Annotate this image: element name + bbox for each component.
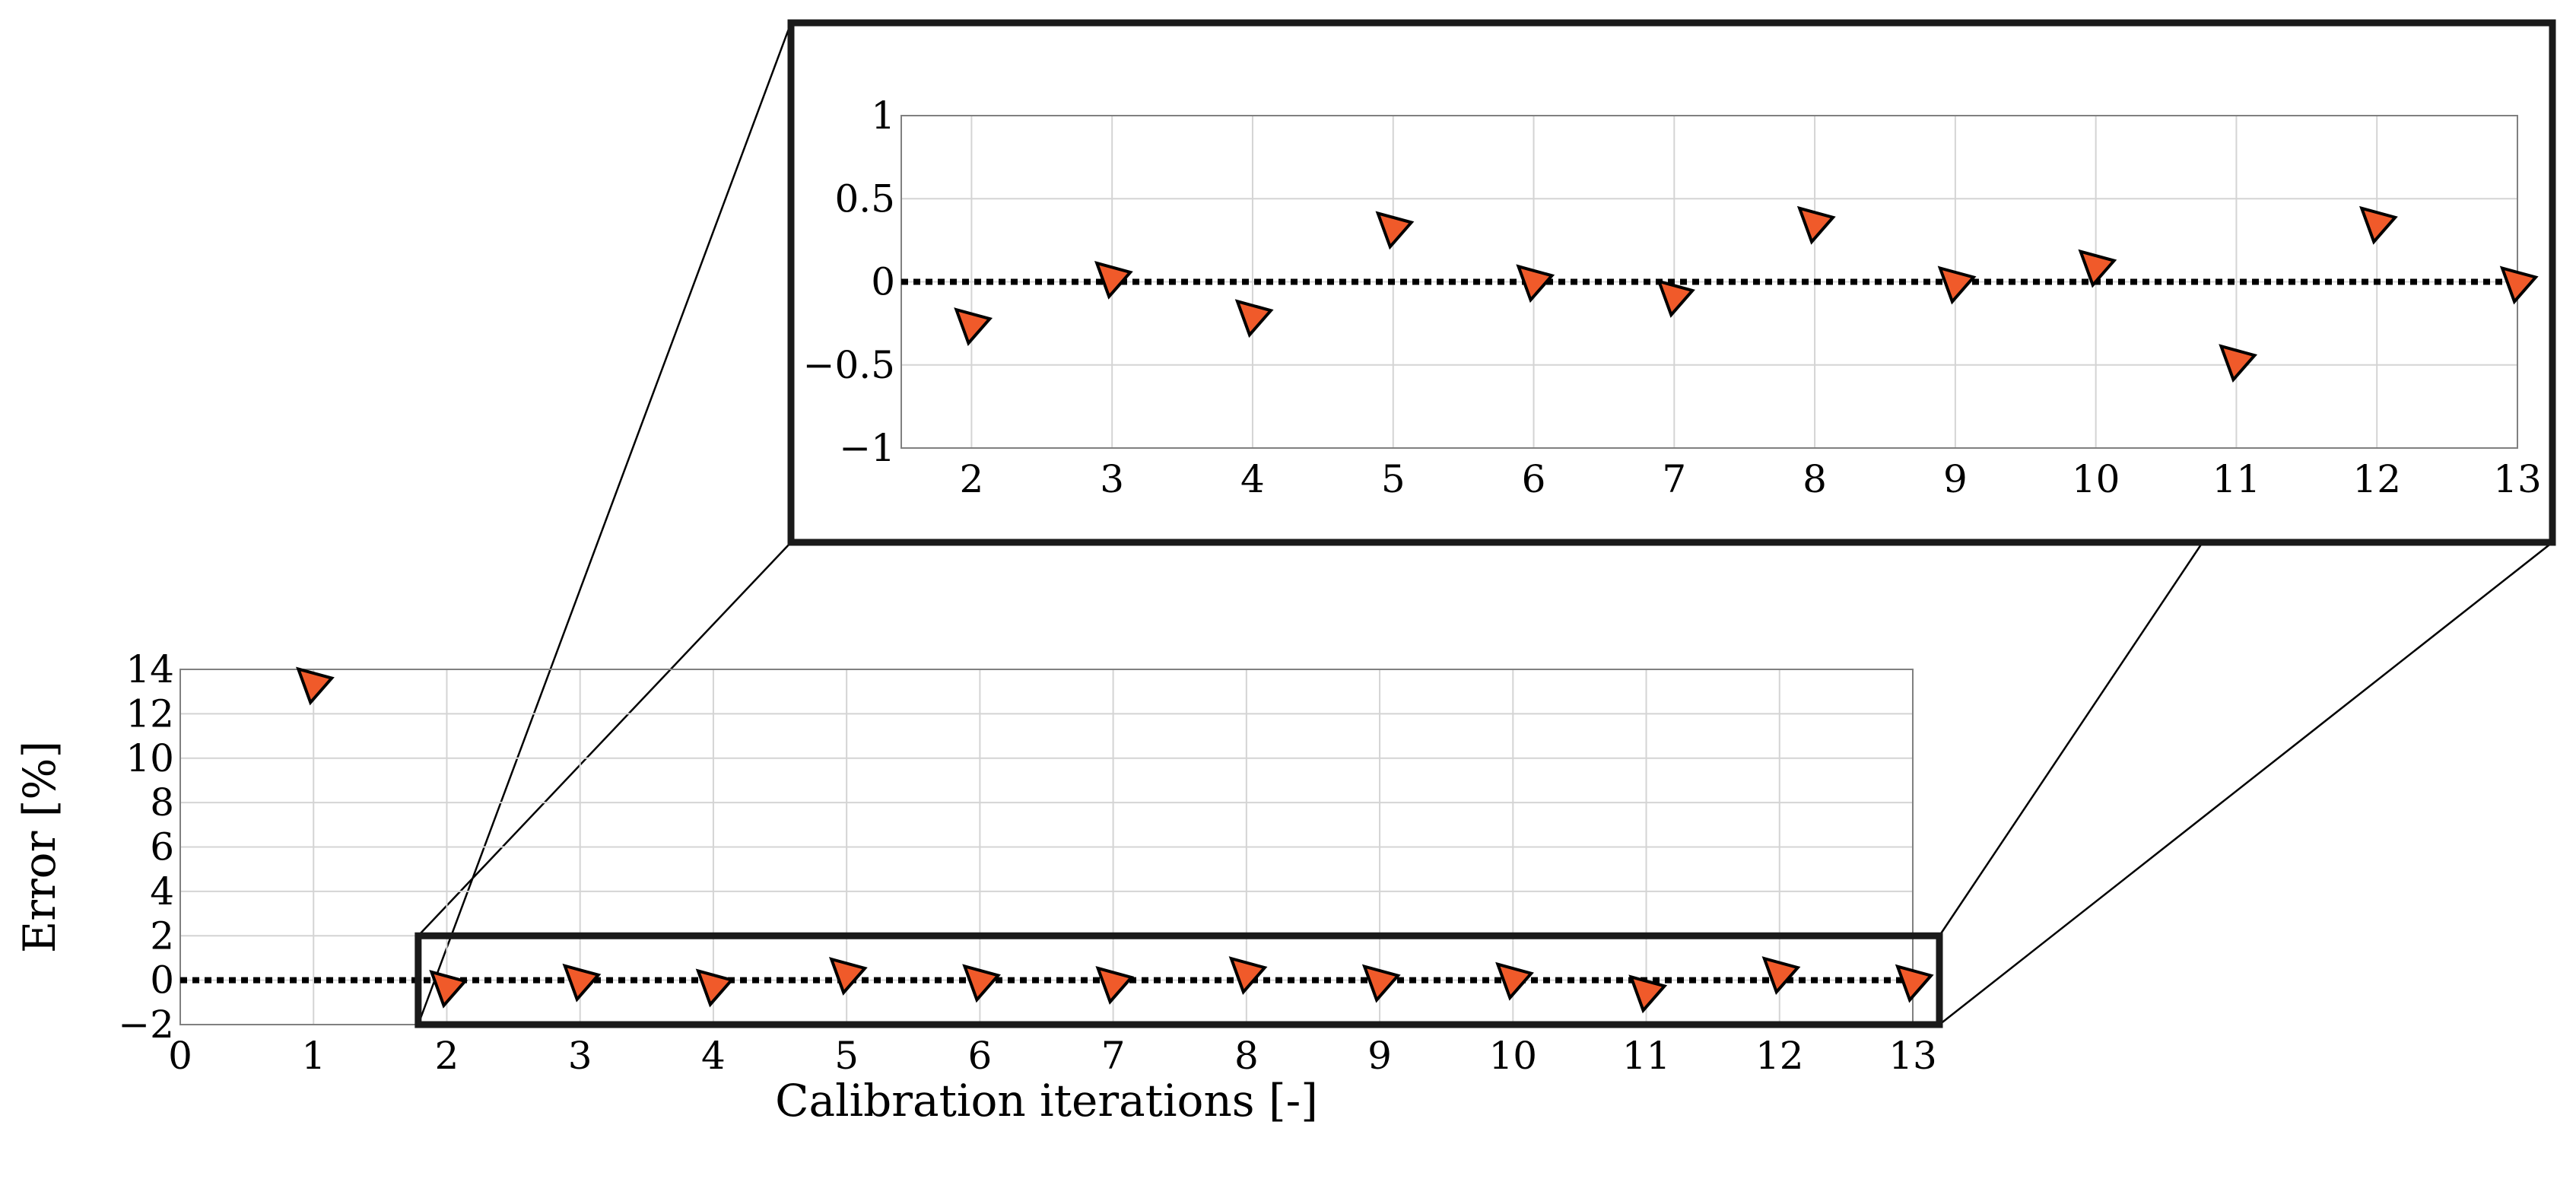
x-tick-label: 6 xyxy=(1522,457,1546,501)
y-tick-label: 0.5 xyxy=(834,176,895,221)
data-point-marker xyxy=(2359,205,2398,245)
data-point-marker xyxy=(1375,211,1415,250)
y-tick-label: 0 xyxy=(150,958,174,1003)
y-tick-label: 10 xyxy=(125,736,174,780)
x-tick-label: 9 xyxy=(1367,1034,1392,1078)
x-tick-label: 13 xyxy=(1888,1034,1937,1078)
data-point-marker xyxy=(1095,966,1135,1005)
data-point-marker xyxy=(1656,279,1695,318)
y-tick-label: 12 xyxy=(125,691,174,736)
x-tick-label: 6 xyxy=(967,1034,992,1078)
y-tick-label: −1 xyxy=(839,426,895,470)
y-tick-label: −0.5 xyxy=(803,343,895,387)
x-tick-label: 7 xyxy=(1662,457,1686,501)
data-point-marker xyxy=(2499,265,2539,305)
data-point-marker xyxy=(1796,205,1836,245)
y-tick-label: 1 xyxy=(871,94,895,138)
data-point-marker xyxy=(1761,956,1801,995)
data-point-marker xyxy=(1228,956,1268,995)
data-point-marker xyxy=(296,666,335,706)
x-tick-label: 10 xyxy=(1488,1034,1537,1078)
data-point-marker xyxy=(429,969,469,1009)
data-point-marker xyxy=(962,964,1001,1003)
y-axis-label: Error [%] xyxy=(14,741,65,953)
x-tick-label: 5 xyxy=(834,1034,859,1078)
main-plot: 0 1 2 3 4 5 6 7 8 9 10 11 12 13−202468101214Calibrati… xyxy=(14,647,1937,1127)
zoom-connector-line xyxy=(417,22,792,1025)
zoom-connector-line xyxy=(1938,542,2204,936)
zoom-connector-line xyxy=(1939,542,2553,1025)
x-tick-label: 13 xyxy=(2493,457,2542,501)
y-tick-label: 0 xyxy=(871,260,895,304)
x-tick-label: 11 xyxy=(1622,1034,1671,1078)
data-point-marker xyxy=(1495,961,1534,1001)
y-tick-label: 4 xyxy=(150,869,174,914)
data-point-marker xyxy=(1895,964,1934,1003)
data-point-marker xyxy=(1937,265,1977,305)
x-tick-label: 12 xyxy=(2352,457,2401,501)
x-tick-label: 4 xyxy=(701,1034,726,1078)
zoom-connectors xyxy=(417,22,2553,1025)
zoom-boxes xyxy=(415,19,2556,1028)
x-tick-label: 3 xyxy=(568,1034,592,1078)
x-tick-label: 11 xyxy=(2212,457,2261,501)
x-tick-label: 12 xyxy=(1755,1034,1804,1078)
x-tick-label: 7 xyxy=(1101,1034,1126,1078)
y-tick-label: 6 xyxy=(150,825,174,869)
data-point-marker xyxy=(1516,264,1555,303)
x-tick-label: 3 xyxy=(1100,457,1124,501)
y-tick-label: 2 xyxy=(150,914,174,958)
y-tick-label: 8 xyxy=(150,780,174,825)
data-point-marker xyxy=(1361,964,1401,1003)
zoom-region-box xyxy=(415,932,1943,1028)
x-tick-label: 2 xyxy=(959,457,983,501)
data-point-marker xyxy=(1234,299,1274,338)
data-point-marker xyxy=(562,963,602,1003)
data-point-marker xyxy=(2078,249,2117,288)
data-point-marker xyxy=(2219,344,2258,383)
y-tick-label: −2 xyxy=(118,1003,174,1047)
x-tick-label: 8 xyxy=(1234,1034,1259,1078)
data-point-marker xyxy=(695,968,735,1008)
data-point-marker xyxy=(828,957,868,996)
x-tick-label: 9 xyxy=(1943,457,1968,501)
y-tick-label: 14 xyxy=(125,647,174,691)
inset-frame xyxy=(787,19,2556,546)
x-tick-label: 1 xyxy=(301,1034,326,1078)
zoom-inset-plot: 2 3 4 5 6 7 8 9 10 11 12 13 −1 −0.5 0 0.5 1 xyxy=(803,94,2542,501)
x-tick-label: 0 xyxy=(168,1034,192,1078)
x-tick-label: 8 xyxy=(1803,457,1827,501)
x-tick-label: 10 xyxy=(2072,457,2120,501)
data-point-marker xyxy=(1094,260,1133,300)
x-axis-label: Calibration iterations [-] xyxy=(775,1075,1318,1127)
x-tick-label: 2 xyxy=(435,1034,459,1078)
zoom-connector-line xyxy=(417,542,792,937)
data-point-marker xyxy=(1628,974,1668,1014)
data-point-marker xyxy=(954,307,993,346)
x-tick-label: 4 xyxy=(1240,457,1265,501)
x-tick-label: 5 xyxy=(1381,457,1406,501)
